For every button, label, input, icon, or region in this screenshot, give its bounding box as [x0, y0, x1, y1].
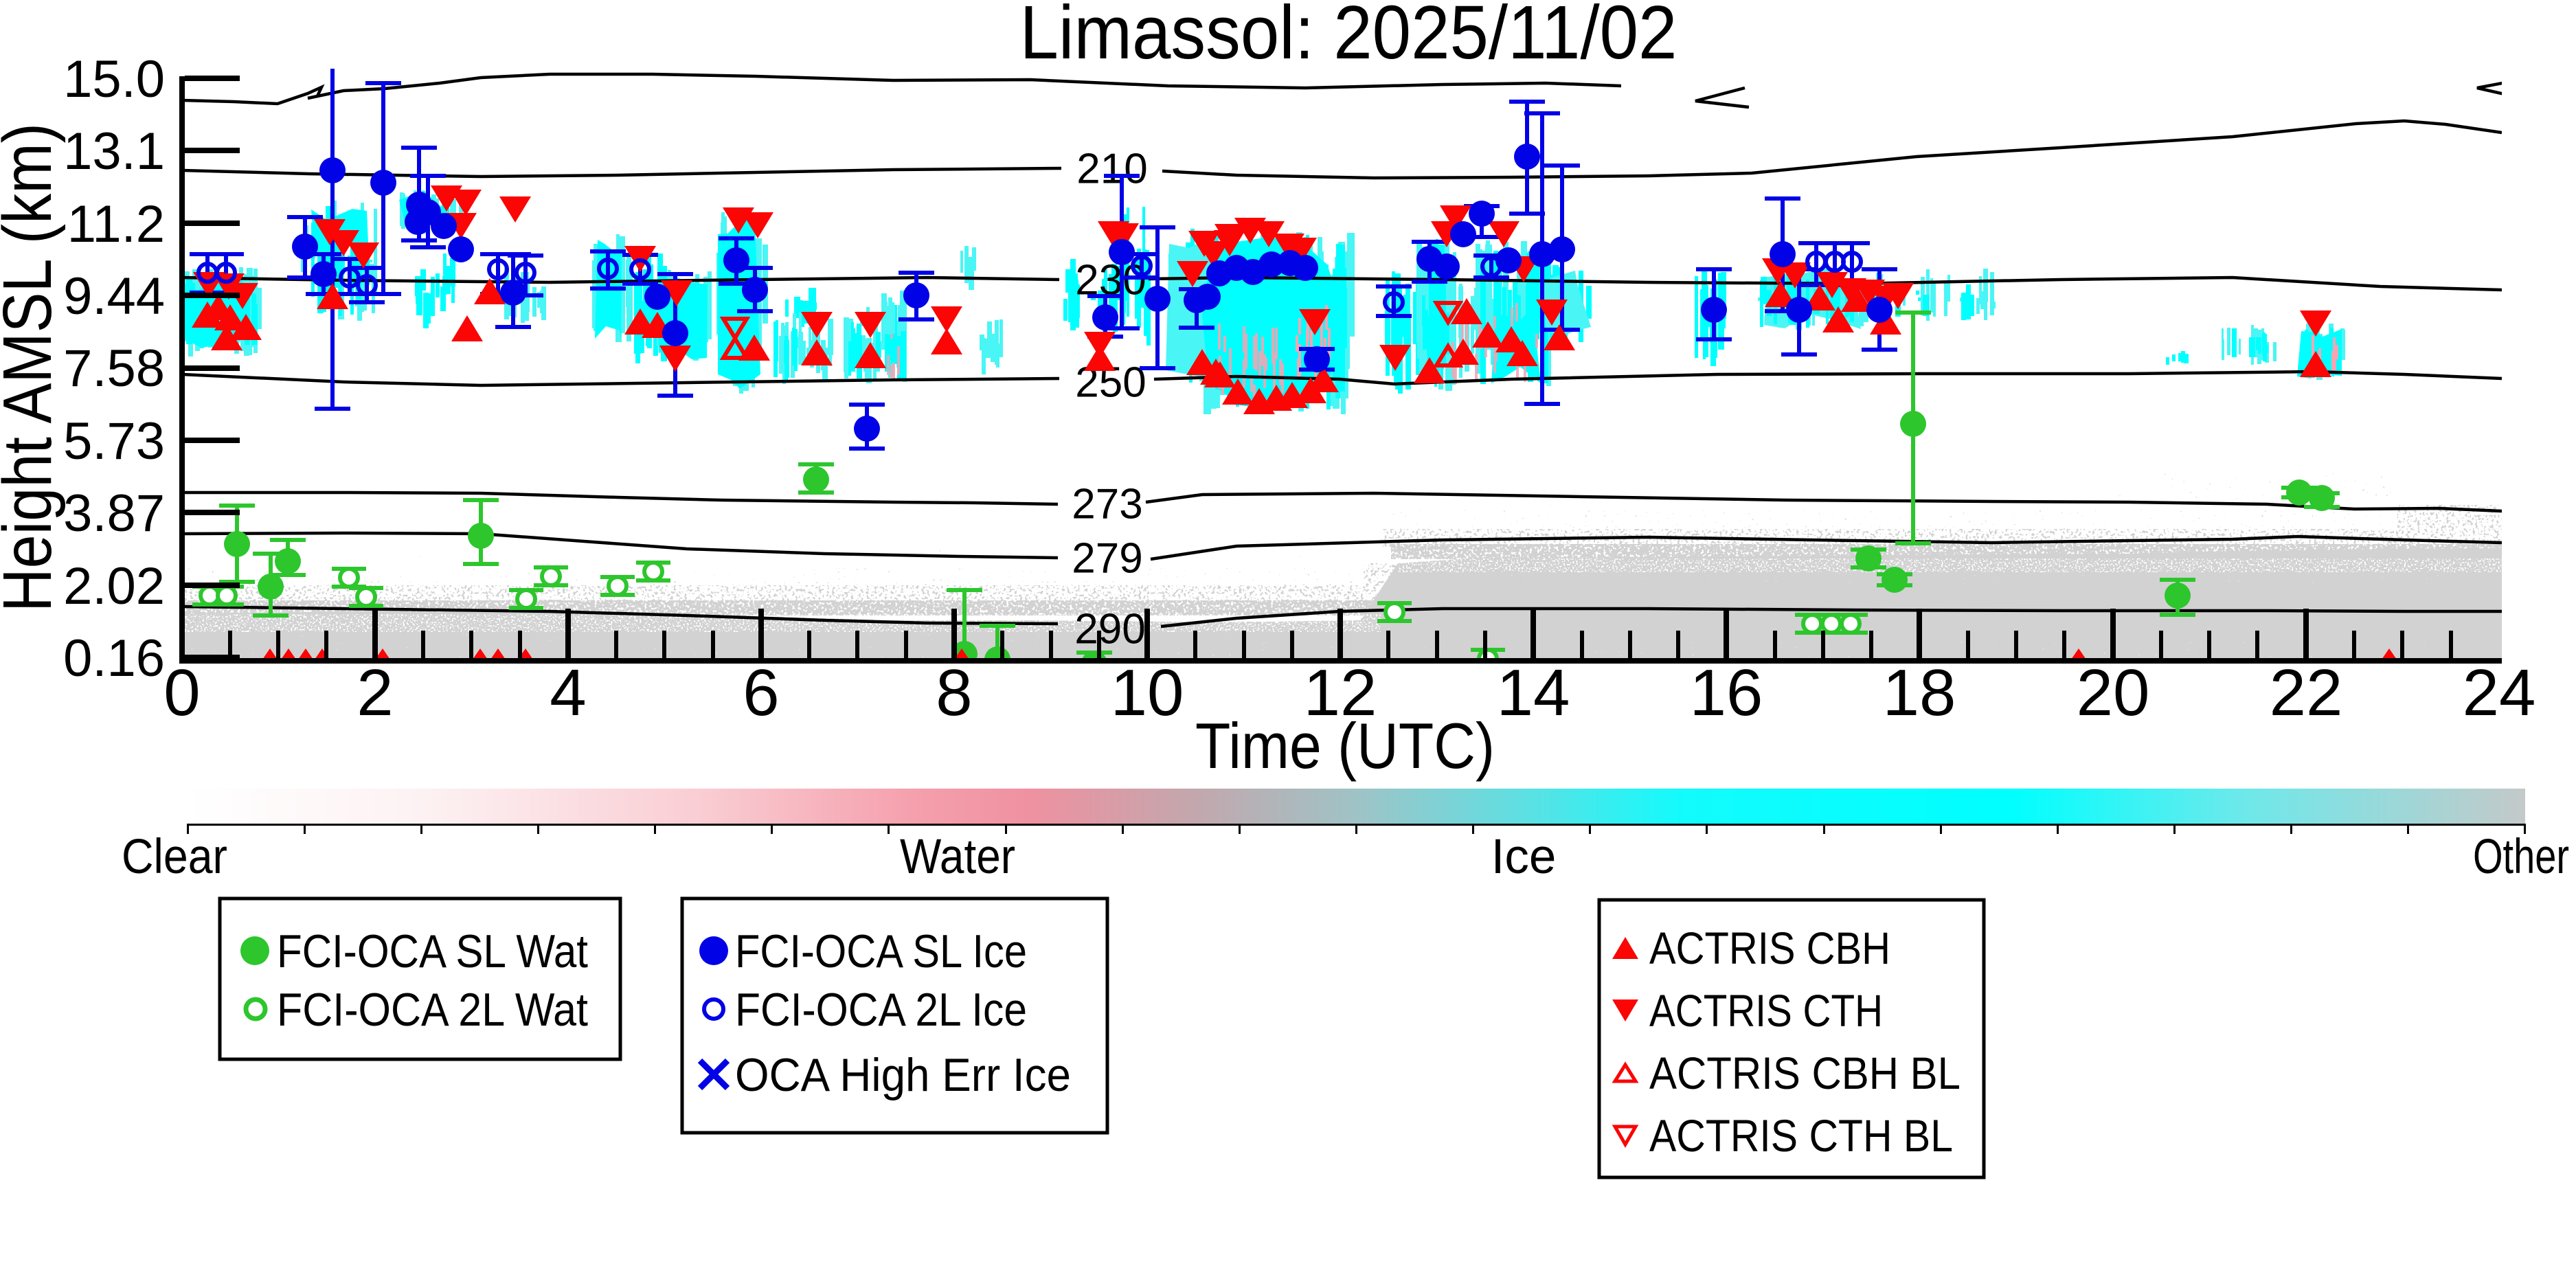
svg-text:15.0: 15.0	[63, 50, 165, 109]
svg-text:FCI-OCA SL Ice: FCI-OCA SL Ice	[735, 925, 1027, 978]
svg-text:3.87: 3.87	[63, 484, 165, 543]
svg-text:11.2: 11.2	[67, 195, 165, 253]
svg-text:14: 14	[1497, 656, 1570, 730]
svg-text:Water: Water	[900, 830, 1015, 884]
svg-text:18: 18	[1883, 656, 1956, 730]
svg-text:Clear: Clear	[122, 830, 227, 884]
svg-text:13.1: 13.1	[63, 122, 165, 181]
svg-text:210: 210	[1076, 146, 1147, 193]
svg-text:Height AMSL (km): Height AMSL (km)	[0, 123, 66, 612]
svg-text:9.44: 9.44	[63, 267, 165, 326]
svg-text:ACTRIS CBH: ACTRIS CBH	[1649, 923, 1890, 973]
svg-text:Time (UTC): Time (UTC)	[1195, 710, 1495, 782]
svg-text:20: 20	[2077, 656, 2150, 730]
svg-text:24: 24	[2463, 656, 2536, 730]
svg-text:Other: Other	[2473, 830, 2569, 884]
svg-text:FCI-OCA SL Wat: FCI-OCA SL Wat	[277, 925, 588, 978]
svg-text:OCA High Err Ice: OCA High Err Ice	[735, 1049, 1071, 1101]
svg-text:12: 12	[1304, 656, 1377, 730]
svg-text:FCI-OCA 2L Wat: FCI-OCA 2L Wat	[277, 984, 588, 1036]
svg-text:6: 6	[743, 656, 779, 730]
svg-text:ACTRIS CTH: ACTRIS CTH	[1649, 985, 1883, 1036]
svg-text:Ice: Ice	[1491, 830, 1557, 884]
svg-text:5.73: 5.73	[63, 412, 165, 471]
svg-text:22: 22	[2270, 656, 2343, 730]
svg-text:8: 8	[936, 656, 972, 730]
svg-text:2.02: 2.02	[63, 557, 165, 615]
svg-text:2: 2	[357, 656, 393, 730]
svg-text:273: 273	[1072, 481, 1142, 528]
svg-text:279: 279	[1072, 535, 1142, 583]
svg-text:290: 290	[1074, 606, 1145, 653]
svg-text:Limassol: 2025/11/02: Limassol: 2025/11/02	[1020, 0, 1677, 75]
svg-text:ACTRIS CTH BL: ACTRIS CTH BL	[1649, 1110, 1953, 1161]
svg-text:ACTRIS CBH BL: ACTRIS CBH BL	[1649, 1048, 1961, 1098]
svg-text:4: 4	[550, 656, 586, 730]
svg-text:0: 0	[163, 656, 200, 730]
svg-text:FCI-OCA 2L Ice: FCI-OCA 2L Ice	[735, 984, 1027, 1036]
svg-text:0.16: 0.16	[63, 629, 165, 688]
svg-text:7.58: 7.58	[63, 339, 165, 398]
svg-text:10: 10	[1111, 656, 1184, 730]
svg-text:16: 16	[1690, 656, 1763, 730]
